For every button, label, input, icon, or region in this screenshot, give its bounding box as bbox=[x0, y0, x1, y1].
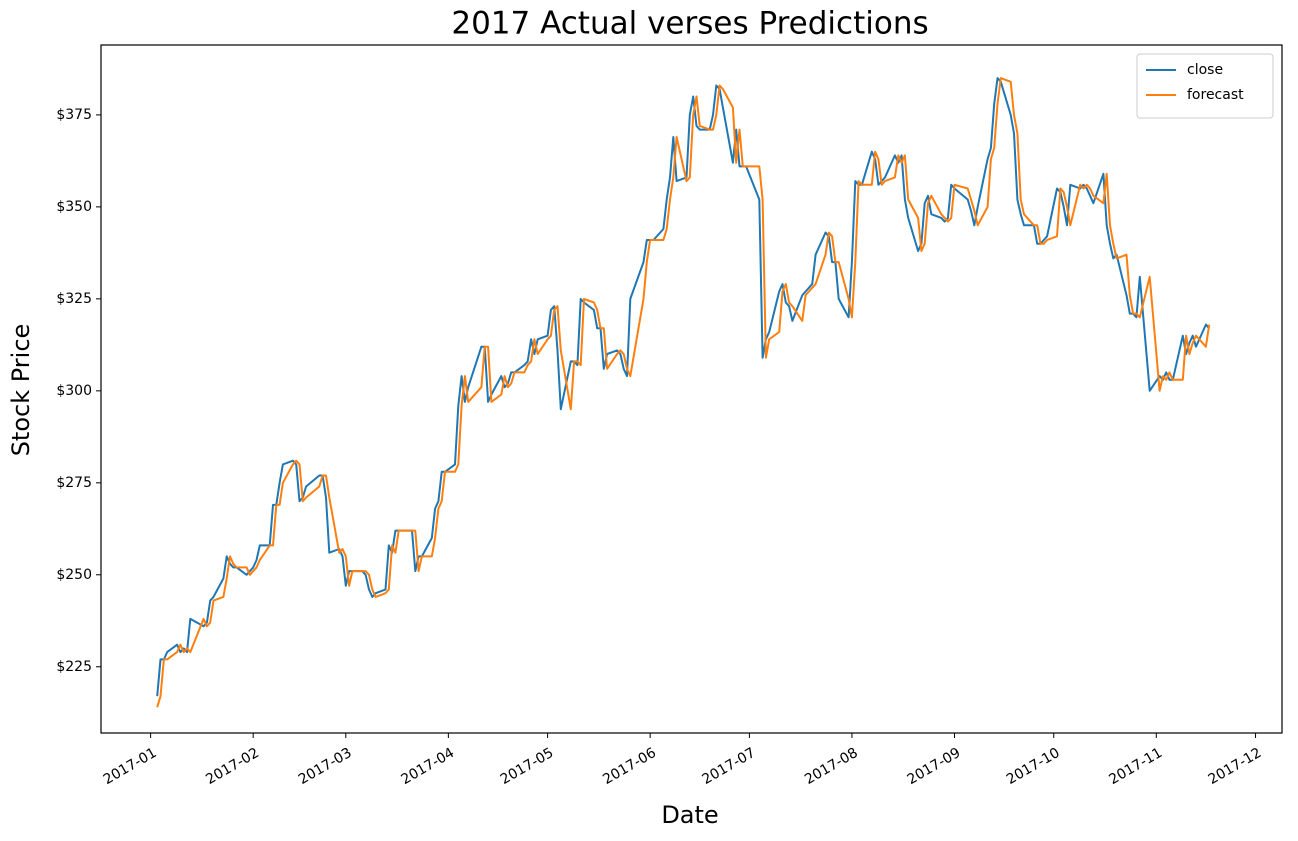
y-tick-label: $275 bbox=[56, 475, 92, 491]
y-axis-label: Stock Price bbox=[7, 324, 35, 457]
x-tick-label: 2017-01 bbox=[101, 745, 160, 788]
x-axis-label: Date bbox=[661, 801, 718, 829]
chart-title: 2017 Actual verses Predictions bbox=[451, 6, 928, 42]
y-tick-label: $325 bbox=[56, 291, 92, 307]
x-tick-label: 2017-11 bbox=[1106, 745, 1165, 788]
line-series bbox=[156, 77, 1211, 708]
x-tick-label: 2017-05 bbox=[498, 745, 557, 788]
x-tick-label: 2017-09 bbox=[905, 745, 964, 788]
y-tick-label: $300 bbox=[56, 383, 92, 399]
y-tick-label: $250 bbox=[56, 567, 92, 583]
x-tick-label: 2017-02 bbox=[203, 745, 262, 788]
y-tick-label: $375 bbox=[56, 107, 92, 123]
x-tick-label: 2017-08 bbox=[802, 745, 861, 788]
legend-label: close bbox=[1187, 62, 1223, 78]
x-tick-label: 2017-06 bbox=[600, 745, 659, 788]
x-tick-label: 2017-04 bbox=[398, 745, 457, 788]
x-tick-label: 2017-07 bbox=[700, 745, 759, 788]
x-tick-label: 2017-10 bbox=[1004, 745, 1063, 788]
plot-frame bbox=[100, 44, 1283, 734]
legend-label: forecast bbox=[1187, 87, 1244, 103]
x-tick-label: 2017-03 bbox=[296, 745, 355, 788]
y-tick-label: $225 bbox=[56, 659, 92, 675]
x-tick-label: 2017-12 bbox=[1206, 745, 1265, 788]
y-tick-label: $350 bbox=[56, 199, 92, 215]
